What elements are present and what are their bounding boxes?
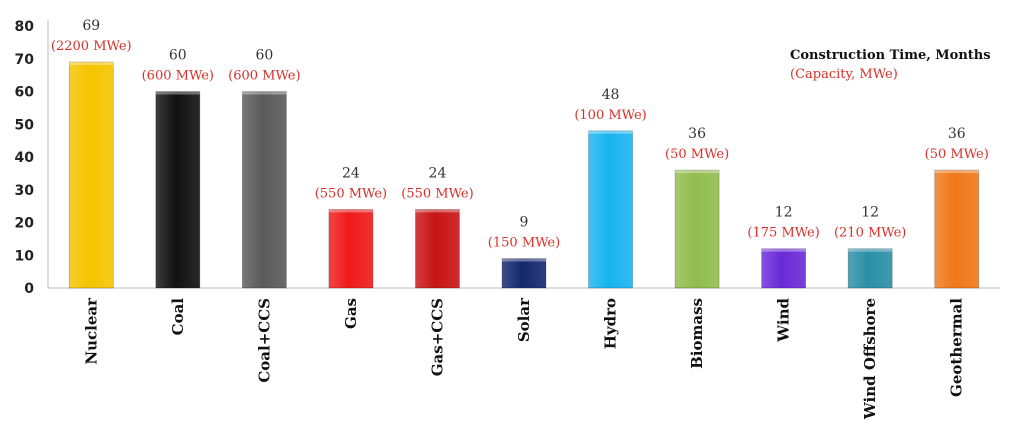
y-tick-label: 70 — [15, 52, 35, 68]
bar-highlight — [415, 209, 460, 213]
bar-capacity-label: (210 MWe) — [834, 226, 906, 241]
bar-capacity-label: (175 MWe) — [747, 226, 819, 241]
x-category-label: Coal+CCS — [255, 298, 273, 383]
bar-value-label: 12 — [775, 205, 793, 221]
bar-highlight — [848, 248, 893, 252]
bar-value-label: 12 — [861, 205, 879, 221]
y-tick-label: 60 — [15, 85, 35, 101]
legend: Construction Time, Months (Capacity, MWe… — [790, 48, 991, 82]
y-tick-label: 0 — [24, 281, 34, 297]
bar — [847, 248, 893, 289]
bar-highlight — [761, 248, 806, 252]
y-tick-label: 80 — [15, 19, 35, 35]
bar — [328, 208, 374, 289]
bar — [588, 130, 633, 289]
bar-capacity-label: (150 MWe) — [488, 236, 560, 251]
bar-value-label: 9 — [520, 215, 529, 231]
x-category-label: Geothermal — [948, 298, 966, 397]
bar — [68, 61, 114, 289]
bar — [241, 91, 287, 289]
bar — [415, 208, 460, 289]
x-category-label: Nuclear — [82, 297, 100, 365]
bar-capacity-label: (600 MWe) — [228, 69, 300, 84]
bar — [155, 91, 201, 289]
bar-value-label: 60 — [169, 48, 187, 64]
bar — [501, 258, 547, 289]
x-category-label: Coal — [169, 298, 187, 336]
bar-highlight — [502, 258, 546, 262]
bar-capacity-label: (550 MWe) — [401, 186, 473, 201]
bar — [934, 169, 980, 289]
x-category-label: Wind Offshore — [861, 298, 879, 420]
bar-highlight — [675, 170, 720, 174]
bar-highlight — [588, 130, 633, 134]
bar-value-label: 48 — [602, 87, 620, 103]
x-category-label: Gas — [342, 298, 360, 329]
bar-value-label: 24 — [342, 165, 360, 181]
bar-capacity-label: (100 MWe) — [574, 108, 646, 123]
bar-capacity-label: (50 MWe) — [925, 147, 989, 162]
bar-value-label: 36 — [688, 126, 706, 142]
bar-highlight — [328, 209, 373, 213]
bar-value-label: 60 — [255, 48, 273, 64]
bar-capacity-label: (600 MWe) — [142, 69, 214, 84]
y-tick-label: 30 — [15, 183, 35, 199]
x-category-label: Gas+CCS — [428, 298, 446, 376]
x-category-label: Biomass — [688, 298, 706, 369]
y-tick-label: 40 — [15, 150, 35, 166]
legend-subtitle: (Capacity, MWe) — [790, 67, 898, 82]
bar — [761, 248, 807, 289]
legend-title: Construction Time, Months — [790, 48, 991, 63]
bar-value-label: 69 — [82, 18, 100, 34]
bar — [674, 169, 720, 289]
x-category-label: Solar — [515, 297, 533, 342]
bar-highlight — [934, 170, 979, 174]
bar-value-label: 24 — [429, 165, 447, 181]
bar-capacity-label: (550 MWe) — [315, 186, 387, 201]
y-tick-label: 20 — [15, 216, 35, 232]
y-tick-label: 10 — [15, 248, 35, 264]
x-category-label: Hydro — [602, 298, 620, 349]
bar-value-label: 36 — [948, 126, 966, 142]
bar-capacity-label: (2200 MWe) — [51, 39, 132, 54]
bar-capacity-label: (50 MWe) — [665, 147, 729, 162]
bar-highlight — [69, 62, 114, 66]
y-tick-label: 50 — [15, 117, 35, 133]
bar-highlight — [155, 91, 200, 95]
x-category-label: Wind — [775, 298, 793, 343]
bar-highlight — [242, 91, 287, 95]
